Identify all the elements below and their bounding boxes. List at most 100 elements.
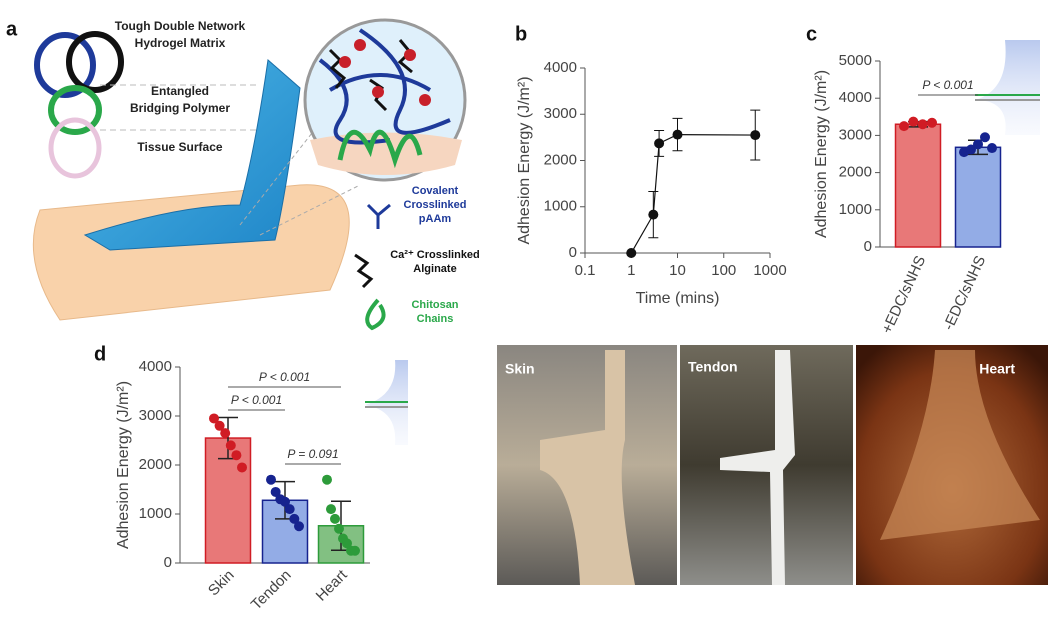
bar [954,146,1002,248]
data-point [214,420,225,431]
layer-label: Tissue Surface [137,140,222,154]
y-tick-label: 2000 [839,164,872,181]
photo-label: Heart [979,361,1015,377]
data-point [326,504,336,515]
x-tick-label: Skin [205,567,238,600]
x-tick-label: Tendon [248,567,295,614]
x-tick-label: -EDC/sNHS [940,253,989,333]
data-point [237,462,247,473]
annotation: P < 0.001 [922,78,973,92]
ring-pAAm [34,32,96,98]
data-point [342,538,352,549]
panel-label: d [94,343,106,365]
ring-alginate [66,31,124,93]
y-tick-label: 4000 [139,358,172,375]
annotation: P < 0.001 [231,393,282,407]
legend-label: Alginate [413,263,456,275]
data-point [294,521,304,532]
data-point [322,474,332,485]
y-tick-label: 0 [164,554,172,571]
data-point [350,545,360,556]
panel-label: a [6,18,18,40]
bar [894,123,942,248]
annotation: P = 0.091 [287,447,338,461]
y-tick-label: 3000 [544,105,577,122]
panel-label: b [515,23,527,45]
zoom-chitosan [337,129,423,169]
x-tick-label: 1 [627,262,635,279]
data-point [927,117,937,128]
data-point [973,139,983,150]
hydrogel [83,59,301,251]
data-point [220,428,231,439]
y-tick-label: 3000 [839,126,872,143]
y-tick-label: 3000 [139,407,172,424]
photo-label: Skin [505,361,535,377]
data-point [231,450,242,461]
annotation: P < 0.001 [259,370,310,384]
icon [365,40,1040,445]
zoom-line [259,184,361,236]
layer-label: Entangled [151,84,209,98]
data-point [334,523,344,534]
x-tick-label: 10 [669,262,686,279]
data-point [750,130,761,141]
y-tick-label: 1000 [839,201,872,218]
legend-label: Chains [417,313,454,325]
data-point [289,513,300,524]
photo-label: Tendon [688,359,738,375]
data-point [330,513,340,524]
data-point [654,138,665,149]
legend-label: Chitosan [411,299,458,311]
data-point [626,248,637,258]
illustration [32,18,467,331]
layer-label: Tough Double Network [115,19,246,33]
data-point [648,209,659,220]
legend-chitosan-icon [365,298,386,331]
x-tick-label: +EDC/sNHS [878,253,929,336]
photo-skin-sample [540,350,635,585]
ring-chitosan [48,85,102,135]
legend-label: Covalent [412,185,459,197]
x-tick-label: Heart [313,566,352,605]
y-tick-label: 5000 [839,52,872,69]
y-tick-label: 1000 [544,198,577,215]
x-axis-label: Time (mins) [636,290,720,307]
y-axis-label: Adhesion Energy (J/m²) [516,76,533,244]
data-point [908,116,919,127]
data-point [987,143,997,154]
zoom-ions [339,39,431,106]
y-axis-label: Adhesion Energy (J/m²) [115,381,132,549]
layer-label: Hydrogel Matrix [135,36,226,50]
photo-heart-sample [880,350,1040,540]
y-axis-label: Adhesion Energy (J/m²) [813,70,830,238]
legend-label: Crosslinked [404,199,467,211]
bar [261,499,309,564]
y-tick-label: 4000 [544,59,577,76]
y-tick-label: 2000 [544,151,577,168]
ring-tissue [48,117,102,179]
y-tick-label: 0 [864,238,872,255]
data-point [672,129,683,140]
y-tick-label: 1000 [139,505,172,522]
data-point [284,504,295,515]
layer-label: Bridging Polymer [130,101,230,115]
legend-pAAm-icon [366,203,391,229]
legend-label: pAAm [419,213,452,225]
data-point [225,440,236,451]
panel-label: c [806,23,817,45]
data-point [917,119,928,130]
x-tick-label: 1000 [753,262,786,279]
x-tick-label: 0.1 [575,262,596,279]
legend-label: Ca²⁺ Crosslinked [390,249,480,261]
photo-tendon-sample [720,350,795,585]
data-point [980,132,990,143]
data-point [270,486,281,497]
data-point [966,144,976,155]
y-tick-label: 4000 [839,89,872,106]
data-point [266,474,276,485]
data-line [630,133,756,254]
x-tick-label: 100 [711,262,736,279]
data-point [209,413,219,424]
